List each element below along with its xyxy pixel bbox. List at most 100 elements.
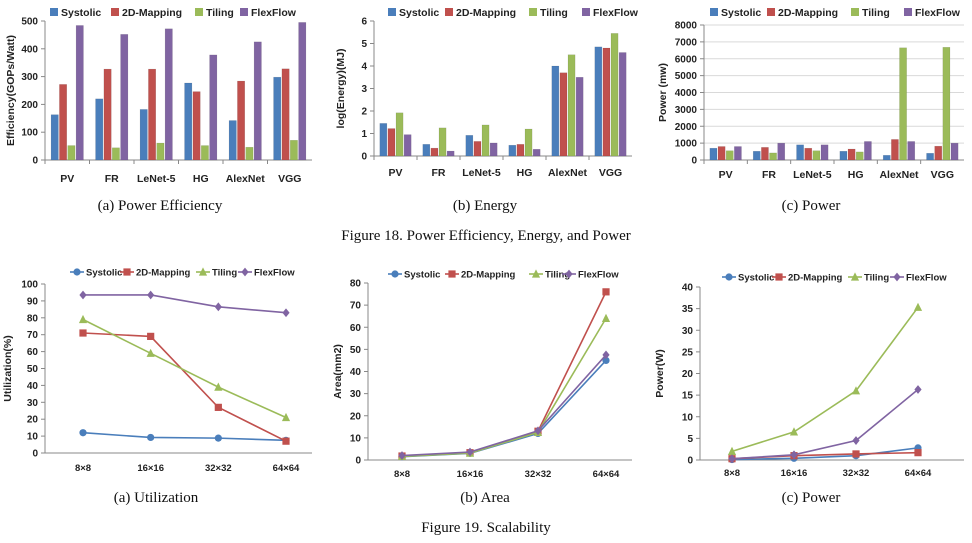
bar-systolic-pv [50, 114, 59, 161]
bar-2d-mapping-hg [847, 148, 856, 161]
bar-tiling-fr [112, 147, 120, 161]
bar-flexflow-alexnet [253, 41, 262, 161]
legend-label-tiling: Tiling [212, 268, 237, 279]
y-tick-label: 6 [361, 17, 367, 28]
bar-tiling-fr [769, 152, 777, 161]
bar-systolic-fr [422, 144, 431, 157]
y-tick-label: 25 [682, 347, 694, 358]
y-tick-label: 0 [355, 456, 361, 467]
legend-swatch-flexflow [240, 8, 248, 16]
point-flexflow-64-64 [282, 308, 290, 318]
bar-systolic-pv [709, 147, 718, 161]
point-flexflow-16-16 [466, 447, 474, 457]
bar-tiling-lenet-5 [156, 142, 165, 161]
legend-marker-systolic [725, 273, 733, 281]
bar-tiling-lenet-5 [812, 150, 821, 161]
bar-flexflow-fr [446, 150, 455, 157]
bar-systolic-alexnet [882, 155, 891, 161]
x-tick-label-vgg: VGG [931, 169, 954, 181]
legend-marker-flexflow [565, 269, 573, 279]
bar-systolic-fr [752, 150, 761, 161]
x-tick-label-pv: PV [719, 169, 733, 181]
y-tick-label: 10 [350, 433, 362, 444]
power-bar-chart: 0 1000 2000 3000 4000 5000 6000 7000 8000 Power (… [652, 0, 970, 190]
legend-swatch-2d-mapping [445, 8, 453, 16]
series-line-tiling [731, 306, 919, 453]
bar-flexflow-alexnet [575, 77, 584, 157]
point-flexflow-16-16 [147, 290, 155, 300]
energy-chart: 0 1 2 3 4 5 6 log(Energy)(MJ) PV FR LeNet-5 HG AlexN… [330, 0, 640, 190]
plot-area: 0 1 2 3 4 5 6 log(Energy)(MJ) PV FR LeNet-5 HG AlexN… [335, 17, 632, 179]
point-2d-mapping-32-32 [852, 450, 860, 458]
y-tick-label: 5 [687, 434, 693, 445]
point-flexflow-8-8 [728, 454, 736, 464]
bar-2d-mapping-lenet-5 [148, 68, 157, 161]
y-tick-label: 80 [350, 279, 362, 290]
series-line-systolic [731, 447, 919, 461]
bar-flexflow-lenet-5 [489, 142, 498, 157]
point-tiling-64-64 [601, 313, 611, 322]
bar-systolic-lenet-5 [465, 135, 474, 157]
bar-flexflow-pv [734, 146, 742, 161]
series-line-2d-mapping [82, 332, 287, 442]
y-tick-label: 200 [21, 100, 38, 111]
series-line-tiling [82, 318, 287, 419]
y-tick-label: 0 [691, 156, 697, 167]
bar-systolic-lenet-5 [139, 109, 148, 161]
series-line-systolic [82, 431, 287, 442]
legend-label-flexflow: FlexFlow [906, 273, 947, 284]
bar-systolic-fr [95, 98, 104, 161]
legend-label-tiling: Tiling [540, 7, 568, 19]
x-tick-label-8-8: 8×8 [75, 463, 91, 474]
subcaption-power-efficiency: (a) Power Efficiency [97, 198, 223, 214]
legend: Systolic 2D-Mapping Tiling FlexFlow [388, 269, 619, 281]
legend-marker-2d-mapping [448, 270, 456, 278]
y-tick-label: 300 [21, 72, 38, 83]
y-tick-label: 2 [361, 107, 367, 118]
y-tick-label: 10 [682, 412, 694, 423]
subcaption-utilization: (a) Utilization [113, 490, 199, 506]
utilization-svg: 0 10 20 30 40 50 60 70 80 90 100 Utilization(%) 8×8 1… [2, 267, 312, 474]
x-tick-label-64-64: 64×64 [593, 469, 620, 480]
legend-swatch-tiling [851, 8, 859, 16]
bar-tiling-hg [524, 128, 533, 157]
x-tick-label-lenet-5: LeNet-5 [462, 167, 501, 179]
y-tick-label: 90 [27, 296, 39, 307]
x-tick-label-64-64: 64×64 [905, 468, 932, 479]
y-tick-label: 60 [27, 347, 39, 358]
bar-2d-mapping-alexnet [559, 72, 568, 157]
x-tick-label-hg: HG [517, 167, 533, 179]
legend-label-systolic: Systolic [738, 273, 774, 284]
legend-swatch-tiling [195, 8, 203, 16]
bar-2d-mapping-vgg [281, 68, 290, 161]
bar-flexflow-vgg [950, 142, 959, 161]
point-flexflow-8-8 [79, 290, 87, 300]
bar-2d-mapping-vgg [934, 145, 943, 161]
y-tick-label: 40 [682, 283, 694, 294]
subcaption-scalability-power: (c) Power [781, 490, 841, 506]
y-tick-label: 0 [687, 456, 693, 467]
point-systolic-64-64 [602, 356, 610, 365]
point-flexflow-32-32 [214, 302, 222, 312]
x-tick-label-alexnet: AlexNet [879, 169, 919, 181]
bar-tiling-vgg [942, 47, 951, 161]
y-tick-label: 15 [682, 391, 694, 402]
y-axis-label: Area(mm2) [332, 344, 344, 399]
y-tick-label: 0 [32, 156, 38, 167]
legend-label-tiling: Tiling [545, 270, 570, 281]
legend-marker-2d-mapping [775, 273, 783, 281]
x-tick-label-32-32: 32×32 [205, 463, 232, 474]
plot-area: 0 1000 2000 3000 4000 5000 6000 7000 8000 Power (… [657, 21, 964, 181]
legend: Systolic 2D-Mapping Tiling FlexFlow [70, 267, 295, 279]
legend: Systolic 2D-Mapping Tiling FlexFlow [388, 7, 639, 19]
x-tick-label-alexnet: AlexNet [226, 173, 266, 185]
bar-flexflow-pv [75, 25, 84, 161]
y-tick-label: 30 [682, 326, 694, 337]
x-tick-label-lenet-5: LeNet-5 [137, 173, 176, 185]
y-axis-label: Power(W) [654, 349, 666, 397]
bar-tiling-pv [395, 112, 404, 157]
point-flexflow-32-32 [534, 426, 542, 436]
point-systolic-32-32 [214, 434, 222, 442]
y-tick-label: 3000 [675, 105, 698, 116]
bar-tiling-hg [201, 145, 209, 161]
